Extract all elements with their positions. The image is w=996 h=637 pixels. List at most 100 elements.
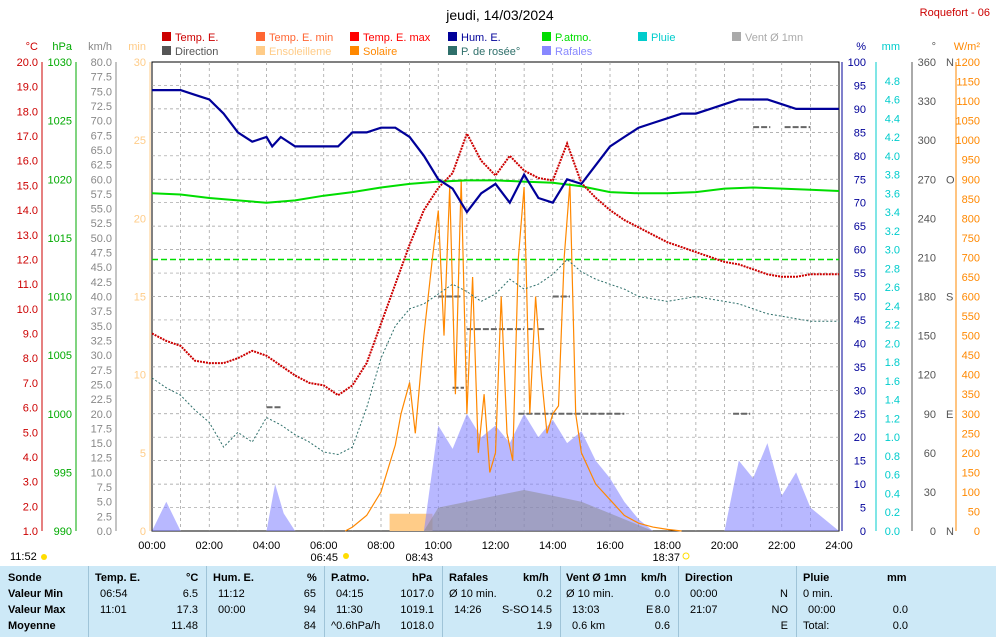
temp-tick-label: 13.0 bbox=[17, 230, 38, 242]
cell-wind-distance: 0.6 km bbox=[572, 620, 606, 632]
cell-dir-min-time: 00:00 bbox=[690, 588, 718, 600]
table-header-rain: Pluie bbox=[803, 572, 830, 584]
wind-tick-label: 0.0 bbox=[97, 526, 112, 538]
hum-tick-label: 95 bbox=[854, 80, 866, 92]
legend-swatch bbox=[638, 32, 647, 41]
sun-time-label: 11:52 bbox=[10, 551, 37, 563]
legend-item: Solaire bbox=[363, 46, 397, 58]
temp-tick-label: 20.0 bbox=[17, 57, 38, 69]
rain-tick-label: 3.0 bbox=[885, 245, 900, 257]
patm-tick-label: 1000 bbox=[48, 409, 72, 421]
legend-swatch bbox=[542, 46, 551, 55]
legend-swatch bbox=[732, 32, 741, 41]
temp-tick-label: 18.0 bbox=[17, 106, 38, 118]
cell-patm-max: 1019.1 bbox=[400, 604, 434, 616]
gust-area bbox=[152, 413, 839, 531]
dir-unit-label: ° bbox=[932, 41, 936, 53]
solar-tick-label: 650 bbox=[962, 272, 980, 284]
table-separator bbox=[796, 566, 797, 637]
rain-tick-label: 4.4 bbox=[885, 113, 900, 125]
hum-tick-label: 10 bbox=[854, 479, 866, 491]
rain-tick-label: 0.4 bbox=[885, 488, 900, 500]
hum-tick-label: 25 bbox=[854, 409, 866, 421]
hum-tick-label: 55 bbox=[854, 268, 866, 280]
temp-tick-label: 14.0 bbox=[17, 205, 38, 217]
table-separator bbox=[88, 566, 89, 637]
rain-tick-label: 1.4 bbox=[885, 395, 900, 407]
solar-tick-label: 300 bbox=[962, 409, 980, 421]
cell-gust-avg: 1.9 bbox=[536, 620, 552, 632]
dir-tick-label: 270 bbox=[918, 174, 936, 186]
hum-tick-label: 50 bbox=[854, 292, 866, 304]
cell-wind-max-dir: E bbox=[646, 604, 654, 616]
x-tick-label: 02:00 bbox=[195, 540, 223, 552]
solar-tick-label: 100 bbox=[962, 487, 980, 499]
x-tick-label: 06:00 bbox=[310, 540, 338, 552]
chart-axes: 00:00 02:00 04:00 06:00 08:00 10:00 12:00 14:00… bbox=[10, 41, 980, 564]
cell-patm-max-time: 11:30 bbox=[336, 604, 363, 616]
solar-tick-label: 50 bbox=[968, 506, 980, 518]
solar-tick-label: 1100 bbox=[956, 96, 980, 108]
legend-swatch bbox=[350, 32, 359, 41]
cell-temp-max-time: 11:01 bbox=[100, 604, 127, 616]
patm-tick-label: 1015 bbox=[48, 233, 72, 245]
hum-unit-label: % bbox=[856, 41, 866, 53]
cell-patm-trend: ^0.6hPa/h bbox=[331, 620, 381, 632]
legend-item: Temp. E. min bbox=[269, 32, 333, 44]
row-label-min: Valeur Min bbox=[8, 588, 64, 600]
wind-area bbox=[423, 490, 653, 531]
temp-tick-label: 15.0 bbox=[17, 180, 38, 192]
cell-gust-max-dir: S-SO bbox=[502, 604, 529, 616]
cell-rain-max-time: 00:00 bbox=[808, 604, 836, 616]
hum-tick-label: 75 bbox=[854, 174, 866, 186]
temp-tick-label: 12.0 bbox=[17, 254, 38, 266]
legend-swatch bbox=[256, 32, 265, 41]
hum-tick-label: 90 bbox=[854, 104, 866, 116]
solar-tick-label: 800 bbox=[962, 213, 980, 225]
chart-legend: Temp. E. Temp. E. min Temp. E. max Hum. E. P… bbox=[162, 32, 803, 58]
sun-time-label: 08:43 bbox=[405, 552, 433, 564]
dir-tick-label: 0 bbox=[930, 526, 936, 538]
wind-tick-label: 2.5 bbox=[97, 511, 112, 523]
wind-tick-label: 17.5 bbox=[91, 423, 112, 435]
station-name: Roquefort - 06 bbox=[920, 7, 990, 19]
cell-gust-min-label: Ø 10 min. bbox=[449, 588, 497, 600]
rain-tick-label: 3.8 bbox=[885, 170, 900, 182]
rain-tick-label: 2.8 bbox=[885, 263, 900, 275]
dir-tick-label: 300 bbox=[918, 135, 936, 147]
legend-item: Ensoleilleme bbox=[269, 46, 331, 58]
sunshine-area bbox=[389, 513, 433, 531]
cell-wind-min: 0.0 bbox=[654, 588, 670, 600]
patm-tick-label: 1020 bbox=[48, 174, 72, 186]
solar-tick-label: 450 bbox=[962, 350, 980, 362]
solar-tick-label: 1150 bbox=[956, 77, 980, 89]
cell-rain-max: 0.0 bbox=[892, 604, 908, 616]
legend-item: P.atmo. bbox=[555, 32, 592, 44]
solar-tick-label: 1200 bbox=[956, 57, 980, 69]
wind-tick-label: 72.5 bbox=[91, 101, 112, 113]
table-header-hum-unit: % bbox=[307, 572, 317, 584]
cell-dir-min: N bbox=[780, 588, 788, 600]
temp-tick-label: 16.0 bbox=[17, 156, 38, 168]
wind-tick-label: 5.0 bbox=[97, 497, 112, 509]
direction-cardinal-label: E bbox=[946, 409, 953, 421]
temp-unit-label: °C bbox=[26, 41, 38, 53]
wind-tick-label: 60.0 bbox=[91, 174, 112, 186]
legend-item: Pluie bbox=[651, 32, 675, 44]
rain-tick-label: 1.8 bbox=[885, 357, 900, 369]
legend-swatch bbox=[162, 46, 171, 55]
table-header-wind-unit: km/h bbox=[641, 572, 667, 584]
cell-hum-min: 65 bbox=[303, 588, 316, 600]
rain-tick-label: 1.0 bbox=[885, 432, 900, 444]
temp-tick-label: 19.0 bbox=[17, 82, 38, 94]
series-line-hum-e- bbox=[152, 89, 839, 215]
hum-tick-label: 30 bbox=[854, 385, 866, 397]
solar-tick-label: 600 bbox=[962, 292, 980, 304]
x-tick-label: 00:00 bbox=[138, 540, 166, 552]
sunset-label: 18:37 bbox=[652, 552, 680, 564]
hum-tick-label: 5 bbox=[860, 503, 866, 515]
cell-gust-min: 0.2 bbox=[536, 588, 552, 600]
solar-tick-label: 400 bbox=[962, 370, 980, 382]
wind-tick-label: 10.0 bbox=[91, 467, 112, 479]
series-line-p-atmo- bbox=[151, 179, 840, 204]
